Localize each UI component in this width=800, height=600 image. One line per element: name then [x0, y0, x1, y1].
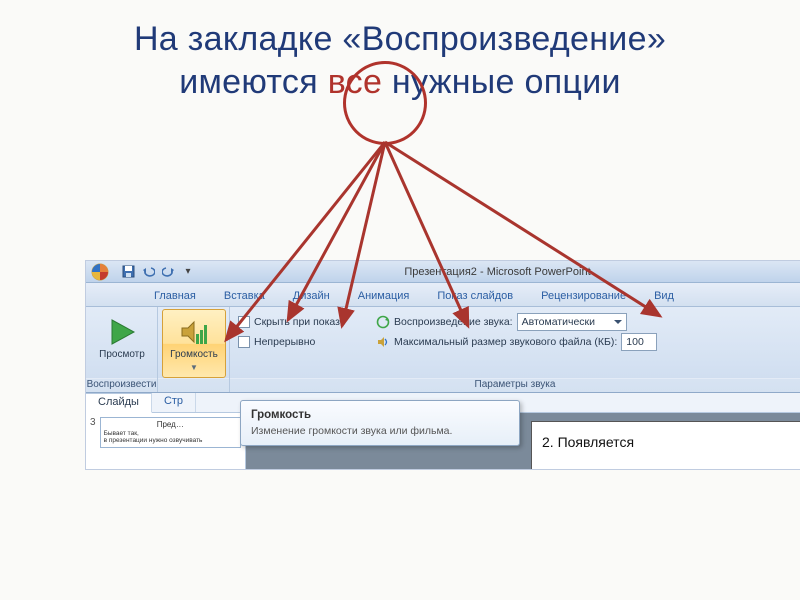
hide-on-show-checkbox[interactable]: Скрыть при показе [234, 313, 364, 331]
pane-tab-slides[interactable]: Слайды [86, 393, 152, 413]
undo-icon[interactable] [139, 264, 157, 280]
volume-icon [178, 316, 210, 348]
volume-label: Громкость [170, 350, 218, 361]
loop-label: Непрерывно [254, 336, 315, 348]
slide-thumbnail[interactable]: Пред… Бывает так, в презентации нужно оз… [100, 417, 241, 448]
ribbon-tabs: Главная Вставка Дизайн Анимация Показ сл… [86, 283, 800, 307]
title-line2-post: нужные опции [382, 63, 621, 101]
title-line1-post: » [647, 20, 666, 58]
play-sound-label: Воспроизведение звука: [394, 316, 513, 328]
max-size-input[interactable]: 100 [621, 333, 657, 351]
checkbox-icon [238, 316, 250, 328]
play-sound-dropdown[interactable]: Автоматически [517, 313, 627, 331]
sound-refresh-icon [376, 315, 390, 329]
slide-title: На закладке «Воспроизведение» имеются вс… [0, 0, 800, 103]
quick-access-toolbar: ▾ Презентация2 - Microsoft PowerPoint [86, 261, 800, 283]
preview-label: Просмотр [99, 350, 145, 361]
qat-more-icon[interactable]: ▾ [179, 264, 197, 280]
ribbon-group-play: Просмотр Воспроизвести [86, 307, 158, 392]
max-size-label: Максимальный размер звукового файла (КБ)… [394, 336, 617, 348]
slide-text: 2. Появляется [542, 434, 790, 450]
tab-insert[interactable]: Вставка [210, 286, 279, 306]
tab-review[interactable]: Рецензирование [527, 286, 640, 306]
volume-button[interactable]: Громкость ▼ [162, 309, 226, 378]
tab-anim[interactable]: Анимация [344, 286, 424, 306]
hide-on-show-label: Скрыть при показе [254, 316, 346, 328]
tooltip: Громкость Изменение громкости звука или … [240, 400, 520, 446]
loop-checkbox[interactable]: Непрерывно [234, 333, 364, 351]
ribbon-group-sound-options: Скрыть при показе Непрерывно Воспроизвед… [230, 307, 800, 392]
group-sound-label: Параметры звука [230, 378, 800, 392]
tab-home[interactable]: Главная [140, 286, 210, 306]
max-size-row: Максимальный размер звукового файла (КБ)… [372, 333, 796, 351]
sound-size-icon [376, 335, 390, 349]
tab-design[interactable]: Дизайн [279, 286, 344, 306]
title-line1-pre: На закладке « [134, 20, 362, 58]
tooltip-title: Громкость [251, 409, 311, 421]
thumb-text-2: в презентации нужно озвучивать [104, 438, 237, 445]
pane-tab-outline[interactable]: Стр [152, 393, 196, 412]
play-icon [106, 316, 138, 348]
tab-view[interactable]: Вид [640, 286, 688, 306]
title-line2-pre: имеются [179, 63, 327, 101]
ribbon: Просмотр Воспроизвести Громкость ▼ [86, 307, 800, 393]
document-title: Презентация2 - Microsoft PowerPoint [198, 266, 797, 278]
save-icon[interactable] [119, 264, 137, 280]
ribbon-group-volume: Громкость ▼ [158, 307, 230, 392]
redo-icon[interactable] [159, 264, 177, 280]
office-button[interactable] [90, 263, 114, 281]
play-sound-row: Воспроизведение звука: Автоматически [372, 313, 796, 331]
group-play-label: Воспроизвести [86, 378, 157, 392]
thumbnail-panel: 3 Пред… Бывает так, в презентации нужно … [86, 413, 246, 470]
title-line2-emph: все [328, 63, 383, 101]
title-line1-word: Воспроизведение [362, 20, 647, 58]
tooltip-body: Изменение громкости звука или фильма. [251, 425, 509, 437]
preview-button[interactable]: Просмотр [90, 309, 154, 378]
slide-page: 2. Появляется [531, 421, 800, 470]
thumb-title: Пред… [104, 420, 237, 429]
tab-show[interactable]: Показ слайдов [423, 286, 527, 306]
dropdown-arrow-icon: ▼ [190, 363, 198, 372]
checkbox-icon [238, 336, 250, 348]
thumb-number: 3 [90, 417, 96, 448]
